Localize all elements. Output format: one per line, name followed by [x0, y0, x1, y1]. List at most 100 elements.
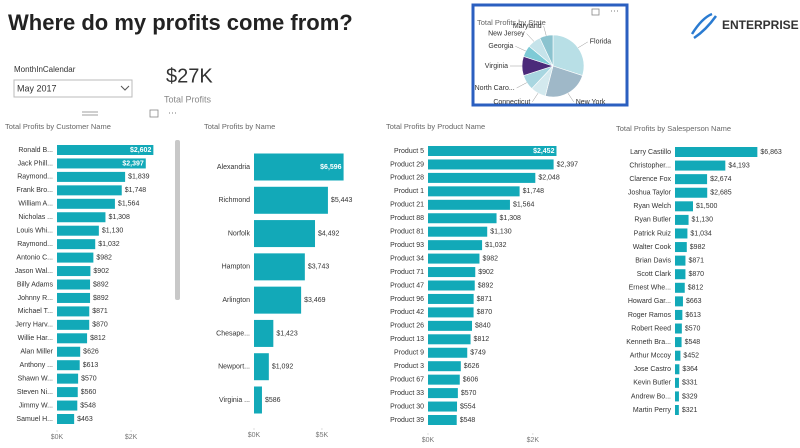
slicer-dropdown[interactable]	[13, 79, 133, 98]
value-label: $364	[682, 366, 698, 373]
bar	[254, 319, 274, 347]
bar	[428, 267, 476, 278]
value-label: $871	[92, 308, 108, 315]
category-label: Raymond...	[17, 174, 53, 181]
value-label: $4,193	[728, 162, 750, 169]
category-label: Alan Miller	[20, 349, 53, 356]
card-value: $27K	[166, 65, 213, 87]
pie-label: Georgia	[488, 43, 513, 50]
category-label: Samuel H...	[16, 416, 53, 423]
chart-title: Total Profits by Customer Name	[5, 122, 111, 131]
category-label: Brian Davis	[635, 257, 671, 264]
bar	[254, 286, 302, 314]
category-label: Product 26	[390, 323, 424, 330]
x-tick-label: $2K	[125, 434, 138, 441]
value-label: $1,034	[690, 230, 712, 237]
category-label: Product 81	[390, 229, 424, 236]
category-label: Anthony ...	[20, 362, 54, 369]
category-label: Product 13	[390, 336, 424, 343]
leader-line	[515, 46, 526, 52]
category-label: Product 42	[390, 309, 424, 316]
category-label: Frank Bro...	[16, 187, 53, 194]
value-label: $2,452	[533, 148, 555, 155]
bar	[675, 228, 688, 239]
category-label: Jack Phill...	[18, 160, 53, 167]
category-label: Andrew Bo...	[631, 393, 671, 400]
value-label: $4,492	[318, 230, 340, 237]
category-label: Scott Clark	[637, 271, 672, 278]
value-label: $663	[686, 298, 702, 305]
bar	[428, 320, 473, 331]
category-label: Raymond...	[17, 241, 53, 248]
value-label: $1,748	[125, 187, 147, 194]
pie-slice	[539, 34, 554, 67]
bar	[428, 347, 468, 358]
value-label: $554	[460, 403, 476, 410]
x-tick-label: $5K	[316, 432, 329, 439]
value-label: $812	[90, 335, 106, 342]
bar	[57, 333, 88, 344]
category-label: Richmond	[218, 197, 250, 204]
value-label: $548	[460, 417, 476, 424]
pie-label: Florida	[590, 39, 612, 46]
value-label: $982	[96, 254, 112, 261]
value-label: $2,048	[538, 175, 560, 182]
value-label: $613	[83, 362, 99, 369]
bar	[428, 401, 458, 412]
leader-line	[543, 25, 547, 36]
category-label: Roger Ramos	[628, 312, 672, 319]
value-label: $871	[477, 296, 493, 303]
category-label: Product 1	[394, 188, 424, 195]
pie-label: Virginia	[485, 63, 508, 70]
bar	[57, 171, 126, 182]
value-label: $331	[682, 380, 698, 387]
bar	[254, 253, 305, 281]
value-label: $892	[93, 281, 109, 288]
value-label: $2,602	[130, 147, 152, 154]
category-label: Product 30	[390, 403, 424, 410]
slicer-label: MonthInCalendar	[14, 65, 76, 74]
card-label: Total Profits	[164, 94, 212, 104]
bar	[428, 226, 488, 237]
value-label: $870	[477, 309, 493, 316]
value-label: $321	[682, 407, 698, 414]
value-label: $812	[688, 285, 704, 292]
bar	[428, 199, 510, 210]
bar	[57, 145, 154, 155]
svg-text:···: ···	[168, 107, 177, 117]
value-label: $2,397	[557, 161, 579, 168]
slicer-value: May 2017	[17, 83, 57, 93]
bar	[675, 147, 758, 157]
pie-slice	[552, 34, 585, 76]
pie-slice	[544, 65, 583, 98]
value-label: $570	[81, 375, 97, 382]
bar	[428, 374, 460, 385]
value-label: $570	[461, 390, 477, 397]
bar	[57, 414, 75, 424]
value-label: $871	[688, 257, 704, 264]
bar	[675, 160, 726, 171]
chart-title: Total Profits by Name	[204, 122, 275, 131]
category-label: Kenneth Bra...	[626, 339, 671, 346]
bar	[254, 186, 328, 214]
pie-label: New Jersey	[488, 30, 525, 37]
scrollbar[interactable]	[175, 140, 180, 300]
leader-line	[526, 33, 535, 42]
value-label: $613	[685, 312, 701, 319]
value-label: $452	[683, 353, 699, 360]
category-label: Product 34	[390, 255, 424, 262]
category-label: Product 33	[390, 390, 424, 397]
value-label: $626	[83, 349, 99, 356]
value-label: $463	[77, 416, 93, 423]
bar	[675, 350, 681, 361]
bar	[57, 360, 80, 371]
value-label: $1,423	[276, 330, 298, 337]
bar	[57, 292, 91, 303]
bar	[57, 185, 122, 196]
value-label: $3,743	[308, 264, 330, 271]
category-label: Product 21	[390, 202, 424, 209]
bar	[675, 337, 682, 348]
value-label: $1,130	[692, 217, 714, 224]
category-label: Ryan Welch	[633, 203, 671, 210]
bar	[57, 319, 90, 330]
